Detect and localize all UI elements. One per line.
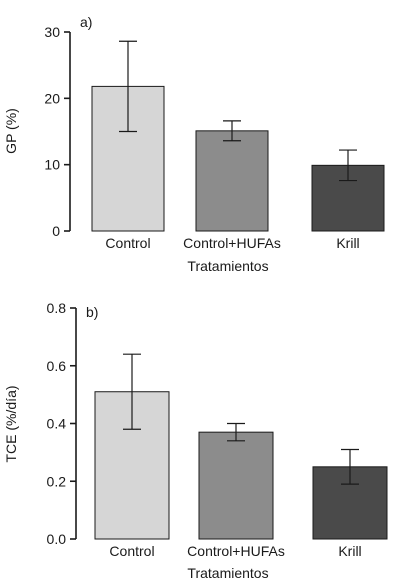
error-bar-group	[123, 353, 359, 485]
x-axis-title: Tratamientos	[187, 565, 268, 581]
x-tick-label: Control+HUFAs	[187, 543, 285, 559]
x-tick-label: Control	[105, 235, 150, 251]
y-tick-label: 0.4	[47, 416, 67, 432]
y-tick-label: 0.0	[47, 531, 67, 547]
panel-label: a)	[80, 14, 92, 30]
y-tick-label: 0.8	[47, 300, 67, 316]
y-axis-title: GP (%)	[3, 108, 19, 154]
error-bar	[341, 448, 359, 485]
error-bar	[223, 120, 241, 142]
error-bar	[119, 40, 137, 133]
bar-control-hufas	[198, 431, 274, 540]
x-tick-label: Krill	[338, 543, 361, 559]
error-bar-group	[119, 40, 357, 182]
x-axis-title: Tratamientos	[187, 258, 268, 274]
y-axis-ticks: 0 10 20 30	[44, 24, 70, 239]
bar-group	[91, 85, 385, 232]
y-axis-title: TCE (%/día)	[3, 385, 19, 462]
y-tick-label: 10	[44, 157, 60, 173]
x-axis-labels: Control Control+HUFAs Krill	[105, 235, 359, 251]
x-tick-label: Control	[109, 543, 154, 559]
error-bar	[339, 149, 357, 182]
bar-control-hufas	[195, 130, 269, 232]
x-tick-label: Krill	[336, 235, 359, 251]
y-tick-label: 20	[44, 90, 60, 106]
x-axis-labels: Control Control+HUFAs Krill	[109, 543, 361, 559]
panel-label: b)	[86, 304, 98, 320]
y-tick-label: 0.2	[47, 473, 67, 489]
y-tick-label: 0	[52, 223, 60, 239]
x-tick-label: Control+HUFAs	[183, 235, 281, 251]
y-axis-ticks: 0.0 0.2 0.4 0.6 0.8	[47, 300, 76, 547]
bar-group	[94, 391, 388, 540]
error-bar	[227, 422, 245, 442]
y-tick-label: 30	[44, 24, 60, 40]
chart-panel-b: b) TCE (%/día) Tratamientos 0.0 0.2 0.4 0.6…	[3, 300, 388, 581]
y-tick-label: 0.6	[47, 358, 67, 374]
error-bar	[123, 353, 141, 430]
